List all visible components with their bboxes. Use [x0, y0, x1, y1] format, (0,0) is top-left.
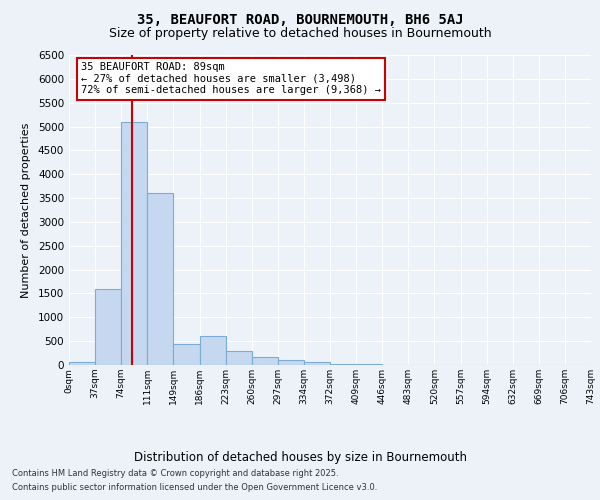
Text: Size of property relative to detached houses in Bournemouth: Size of property relative to detached ho… [109, 28, 491, 40]
Text: 35, BEAUFORT ROAD, BOURNEMOUTH, BH6 5AJ: 35, BEAUFORT ROAD, BOURNEMOUTH, BH6 5AJ [137, 12, 463, 26]
Bar [252, 358, 278, 365]
Bar [304, 362, 330, 365]
Text: Contains public sector information licensed under the Open Government Licence v3: Contains public sector information licen… [12, 484, 377, 492]
Bar [121, 122, 148, 365]
Y-axis label: Number of detached properties: Number of detached properties [21, 122, 31, 298]
Bar [278, 360, 304, 365]
Bar [95, 288, 121, 365]
Text: Distribution of detached houses by size in Bournemouth: Distribution of detached houses by size … [133, 451, 467, 464]
Bar [199, 336, 226, 365]
Bar [356, 364, 382, 365]
Bar [226, 350, 252, 365]
Text: 35 BEAUFORT ROAD: 89sqm
← 27% of detached houses are smaller (3,498)
72% of semi: 35 BEAUFORT ROAD: 89sqm ← 27% of detache… [81, 62, 381, 96]
Bar [173, 344, 199, 365]
Bar [148, 194, 173, 365]
Text: Contains HM Land Registry data © Crown copyright and database right 2025.: Contains HM Land Registry data © Crown c… [12, 468, 338, 477]
Bar [69, 362, 95, 365]
Bar [330, 364, 356, 365]
